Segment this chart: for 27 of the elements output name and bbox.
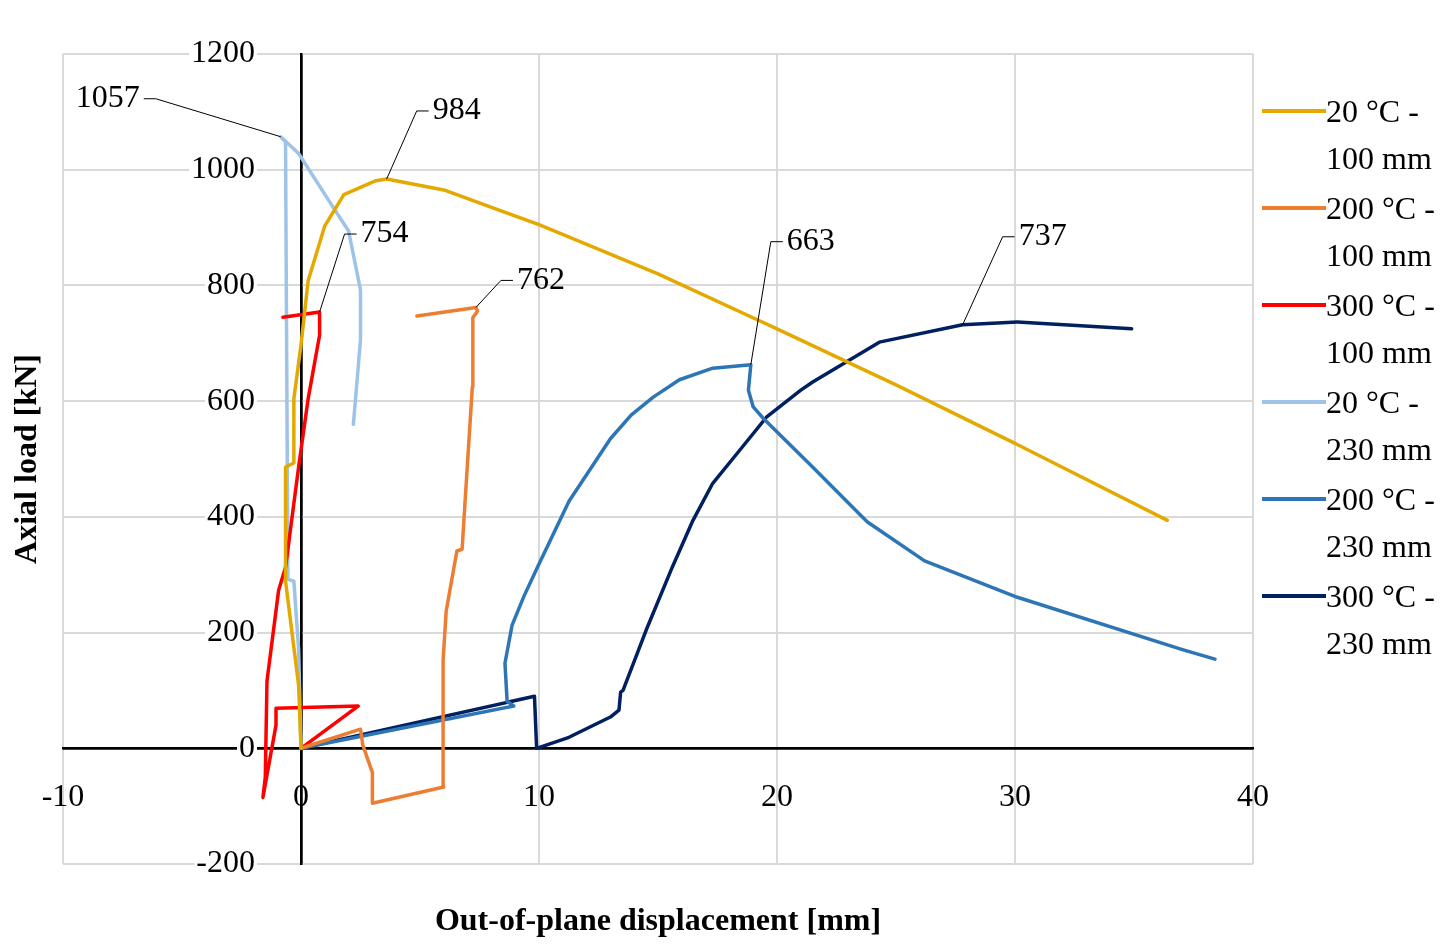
y-tick-label: 200 bbox=[207, 611, 255, 648]
legend-label: 20 °C - 230 mm bbox=[1326, 383, 1433, 469]
annotation: 737 bbox=[1018, 216, 1067, 253]
x-tick-label: 40 bbox=[1237, 776, 1269, 813]
legend-label: 200 °C - 100 mm bbox=[1326, 189, 1436, 275]
y-axis-title: Axial load [kN] bbox=[7, 354, 44, 564]
x-axis-title: Out-of-plane displacement [mm] bbox=[434, 901, 882, 938]
annotation: 663 bbox=[786, 221, 835, 258]
y-tick-label: 800 bbox=[207, 264, 255, 301]
legend-label: 200 °C - 230 mm bbox=[1326, 480, 1436, 566]
legend-label: 20 °C - 100 mm bbox=[1326, 92, 1433, 178]
y-tick-label: 1200 bbox=[191, 33, 255, 70]
annotation: 762 bbox=[516, 259, 565, 296]
y-tick-label: 400 bbox=[207, 496, 255, 533]
legend-label: 300 °C - 100 mm bbox=[1326, 286, 1436, 372]
annotation: 1057 bbox=[75, 78, 140, 115]
y-tick-label: 600 bbox=[207, 380, 255, 417]
x-tick-label: 30 bbox=[999, 776, 1031, 813]
y-tick-label: 1000 bbox=[191, 149, 255, 186]
x-tick-label: 20 bbox=[761, 776, 793, 813]
annotation: 984 bbox=[432, 90, 481, 127]
annotation: 754 bbox=[360, 213, 409, 250]
x-tick-label: 10 bbox=[523, 776, 555, 813]
legend-label: 300 °C - 230 mm bbox=[1326, 577, 1436, 663]
y-tick-label: 0 bbox=[239, 727, 255, 764]
x-tick-label: -10 bbox=[41, 776, 85, 813]
y-tick-label: -200 bbox=[196, 843, 255, 880]
